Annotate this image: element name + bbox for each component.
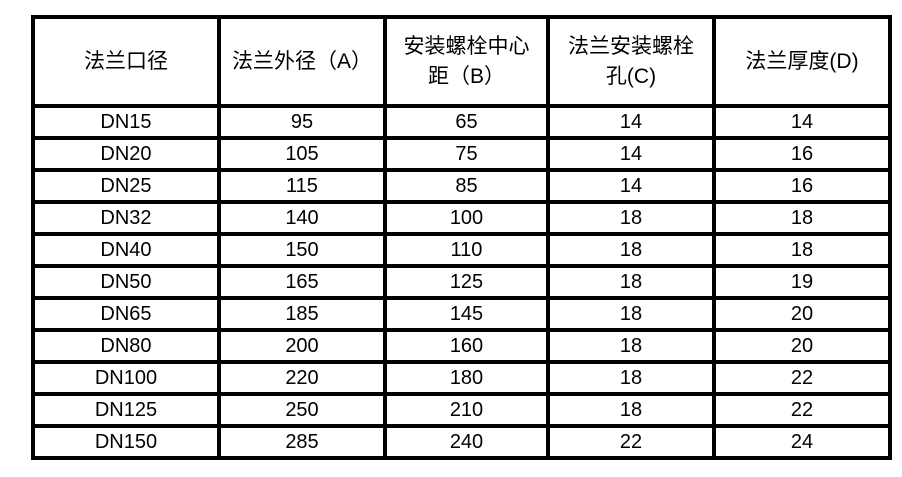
header-line: 法兰安装螺栓 — [568, 34, 694, 58]
value-cell: 18 — [546, 264, 716, 300]
row-label-cell: DN20 — [31, 136, 221, 172]
header-line: 法兰厚度(D) — [745, 49, 859, 73]
header-line: 安装螺栓中心 — [403, 34, 530, 58]
value-cell: 185 — [217, 296, 387, 332]
value-cell: 165 — [217, 264, 387, 300]
col-header-bolt-hole-c: 法兰安装螺栓 孔(C) — [546, 15, 716, 108]
table-row: DN20 105 75 14 16 — [31, 136, 892, 172]
value-cell: 140 — [217, 200, 387, 236]
flange-spec-table: 法兰口径 法兰外径（A） 安装螺栓中心 距（B） 法兰安装螺栓 孔(C) 法兰厚度(… — [31, 15, 892, 460]
col-header-flange-bore: 法兰口径 — [31, 15, 221, 108]
value-cell: 24 — [712, 424, 892, 460]
value-cell: 110 — [383, 232, 550, 268]
value-cell: 160 — [383, 328, 550, 364]
row-label-cell: DN15 — [31, 104, 221, 140]
value-cell: 200 — [217, 328, 387, 364]
header-line: 法兰外径（A） — [231, 49, 372, 73]
table-row: DN125 250 210 18 22 — [31, 392, 892, 428]
table-header: 法兰口径 法兰外径（A） 安装螺栓中心 距（B） 法兰安装螺栓 孔(C) 法兰厚度(… — [31, 15, 892, 108]
row-label-cell: DN65 — [31, 296, 221, 332]
value-cell: 14 — [546, 104, 716, 140]
value-cell: 125 — [383, 264, 550, 300]
value-cell: 16 — [712, 168, 892, 204]
value-cell: 285 — [217, 424, 387, 460]
value-cell: 145 — [383, 296, 550, 332]
header-row: 法兰口径 法兰外径（A） 安装螺栓中心 距（B） 法兰安装螺栓 孔(C) 法兰厚度(… — [31, 15, 892, 108]
row-label-cell: DN125 — [31, 392, 221, 428]
value-cell: 20 — [712, 296, 892, 332]
value-cell: 14 — [712, 104, 892, 140]
value-cell: 18 — [712, 200, 892, 236]
value-cell: 14 — [546, 136, 716, 172]
value-cell: 18 — [546, 360, 716, 396]
table-row: DN65 185 145 18 20 — [31, 296, 892, 332]
table-row: DN50 165 125 18 19 — [31, 264, 892, 300]
header-line: 孔(C) — [605, 64, 657, 88]
value-cell: 18 — [546, 328, 716, 364]
value-cell: 14 — [546, 168, 716, 204]
value-cell: 100 — [383, 200, 550, 236]
value-cell: 95 — [217, 104, 387, 140]
value-cell: 210 — [383, 392, 550, 428]
table-row: DN15 95 65 14 14 — [31, 104, 892, 140]
value-cell: 18 — [546, 232, 716, 268]
table-row: DN100 220 180 18 22 — [31, 360, 892, 396]
value-cell: 240 — [383, 424, 550, 460]
row-label-cell: DN32 — [31, 200, 221, 236]
value-cell: 18 — [546, 392, 716, 428]
table-row: DN25 115 85 14 16 — [31, 168, 892, 204]
value-cell: 22 — [712, 360, 892, 396]
row-label-cell: DN150 — [31, 424, 221, 460]
table-row: DN40 150 110 18 18 — [31, 232, 892, 268]
row-label-cell: DN80 — [31, 328, 221, 364]
value-cell: 220 — [217, 360, 387, 396]
col-header-bolt-circle-b: 安装螺栓中心 距（B） — [383, 15, 550, 108]
value-cell: 22 — [546, 424, 716, 460]
value-cell: 16 — [712, 136, 892, 172]
value-cell: 85 — [383, 168, 550, 204]
value-cell: 150 — [217, 232, 387, 268]
header-line: 距（B） — [427, 64, 505, 88]
table-body: DN15 95 65 14 14 DN20 105 75 14 16 DN25 115 85 14 16 DN… — [31, 104, 892, 460]
value-cell: 22 — [712, 392, 892, 428]
value-cell: 18 — [546, 296, 716, 332]
table-row: DN150 285 240 22 24 — [31, 424, 892, 460]
row-label-cell: DN100 — [31, 360, 221, 396]
value-cell: 180 — [383, 360, 550, 396]
value-cell: 19 — [712, 264, 892, 300]
col-header-thickness-d: 法兰厚度(D) — [712, 15, 892, 108]
row-label-cell: DN25 — [31, 168, 221, 204]
row-label-cell: DN40 — [31, 232, 221, 268]
col-header-outer-diameter-a: 法兰外径（A） — [217, 15, 387, 108]
value-cell: 75 — [383, 136, 550, 172]
table-row: DN32 140 100 18 18 — [31, 200, 892, 236]
value-cell: 115 — [217, 168, 387, 204]
value-cell: 105 — [217, 136, 387, 172]
value-cell: 18 — [546, 200, 716, 236]
value-cell: 20 — [712, 328, 892, 364]
value-cell: 65 — [383, 104, 550, 140]
table-row: DN80 200 160 18 20 — [31, 328, 892, 364]
row-label-cell: DN50 — [31, 264, 221, 300]
value-cell: 18 — [712, 232, 892, 268]
value-cell: 250 — [217, 392, 387, 428]
header-line: 法兰口径 — [84, 49, 168, 73]
